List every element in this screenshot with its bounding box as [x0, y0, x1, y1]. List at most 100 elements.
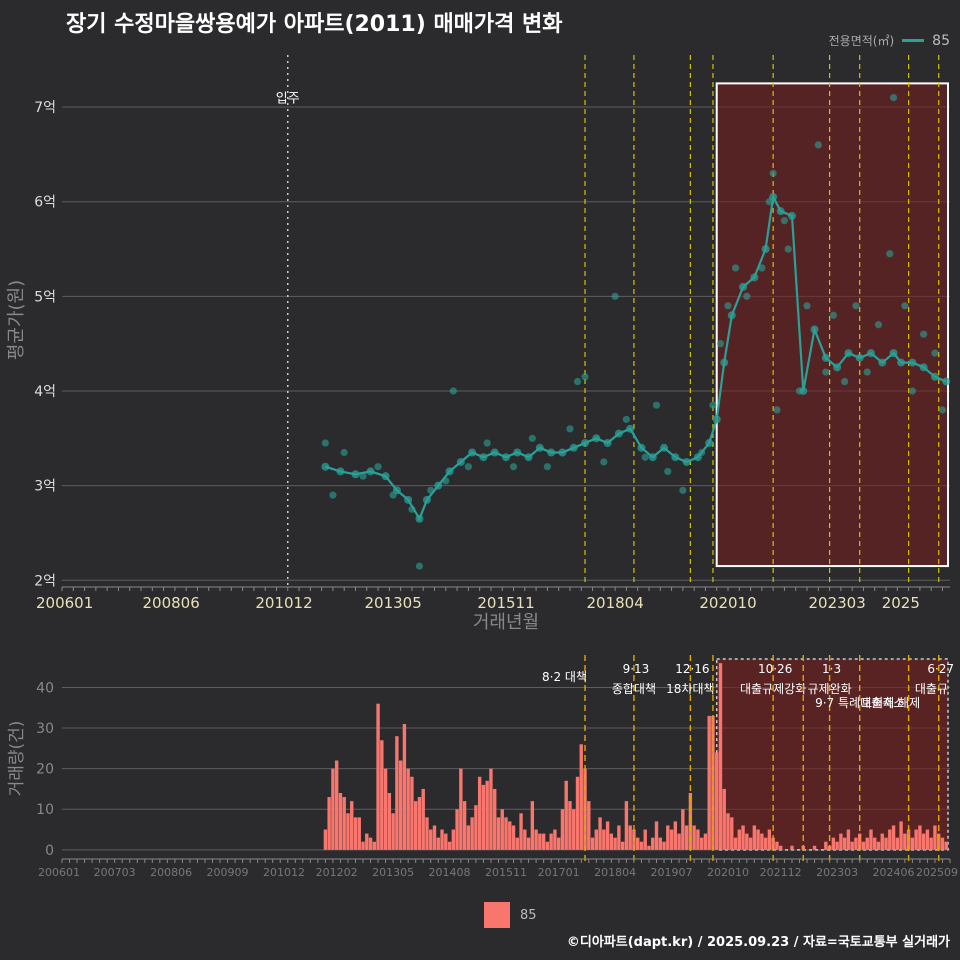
highlight-box — [715, 658, 949, 851]
trade-point — [442, 477, 450, 485]
volume-bar — [681, 809, 685, 850]
volume-bar — [925, 829, 930, 850]
price-point — [660, 443, 669, 452]
volume-bar — [861, 841, 866, 850]
price-point — [810, 325, 819, 334]
trade-point — [464, 463, 472, 471]
volume-bar — [350, 801, 354, 850]
volume-bar — [541, 833, 546, 850]
y-tick-label: 6억 — [34, 195, 56, 211]
trade-point — [698, 448, 706, 457]
x-tick-label: 202509 — [916, 866, 958, 879]
volume-bar — [858, 833, 862, 850]
price-point — [422, 495, 431, 504]
price-point — [712, 415, 721, 424]
volume-bar — [711, 715, 715, 850]
volume-bar — [470, 817, 474, 850]
volume-bar — [835, 841, 839, 850]
price-point — [603, 439, 612, 448]
trade-point — [769, 169, 777, 177]
price-point — [908, 358, 917, 367]
volume-bar — [414, 801, 418, 850]
volume-bar — [636, 837, 640, 850]
volume-bar — [481, 784, 486, 850]
price-point — [524, 453, 533, 462]
volume-bar — [429, 829, 433, 850]
trade-point — [938, 406, 947, 414]
x-axis-label: 거래년월 — [473, 612, 539, 633]
volume-bar — [609, 833, 614, 850]
volume-bar — [323, 829, 328, 850]
price-point — [513, 448, 522, 457]
volume-bar — [538, 833, 542, 850]
trade-point — [889, 93, 898, 102]
trade-point — [600, 458, 608, 466]
volume-bar — [353, 817, 358, 850]
volume-bar — [560, 809, 565, 850]
volume-bar — [613, 837, 617, 850]
volume-bar — [387, 793, 392, 850]
volume-bar — [752, 825, 757, 850]
volume-bar — [778, 845, 783, 850]
x-tick-label: 201012 — [263, 866, 305, 879]
volume-bar — [568, 801, 572, 850]
volume-bar — [903, 833, 907, 850]
y-tick-label: 7억 — [34, 100, 56, 116]
trade-point — [773, 406, 781, 414]
volume-bar — [523, 829, 527, 850]
price-point — [614, 429, 623, 438]
move-in-label: 입주 — [276, 91, 300, 106]
volume-bar — [703, 833, 708, 850]
trade-point — [814, 141, 822, 149]
volume-bar — [673, 821, 678, 850]
volume-bar — [421, 788, 425, 850]
x-tick-label: 201804 — [594, 866, 636, 879]
policy-label: 8·2 대책 — [542, 669, 587, 684]
trade-point — [765, 198, 773, 206]
price-point — [626, 424, 635, 433]
volume-bar — [937, 833, 941, 850]
y-tick-label: 3억 — [34, 479, 56, 495]
trade-point — [886, 250, 894, 258]
chart-title: 장기 수정마을쌍용예가 아파트(2011) 매매가격 변화 — [66, 12, 563, 37]
volume-bar — [365, 833, 369, 850]
x-tick-label: 201907 — [651, 866, 693, 879]
trade-point — [321, 439, 329, 447]
legend-title: 전용면적(㎡) — [828, 34, 895, 48]
y-tick-label: 10 — [36, 802, 54, 818]
volume-bar — [730, 817, 734, 850]
price-point — [682, 457, 691, 466]
price-point — [468, 448, 477, 457]
volume-bar — [587, 801, 591, 850]
highlight-box — [715, 82, 949, 568]
volume-bar — [918, 825, 922, 850]
volume-bar — [474, 805, 478, 850]
volume-bar — [658, 837, 662, 850]
volume-bar — [760, 833, 764, 850]
volume-bar — [929, 837, 933, 850]
volume-bar — [651, 837, 655, 850]
trade-point — [449, 387, 457, 395]
volume-bar — [684, 825, 689, 850]
x-tick-label: 201012 — [255, 594, 312, 612]
volume-bar — [459, 768, 463, 850]
volume-bar — [884, 837, 888, 850]
volume-bar — [477, 776, 482, 850]
volume-bar — [692, 825, 696, 850]
price-point — [833, 363, 842, 372]
x-tick-label: 202010 — [707, 866, 749, 879]
y-tick-label: 5억 — [34, 289, 56, 305]
volume-bar — [455, 809, 459, 850]
volume-bar — [737, 829, 741, 850]
volume-bar — [617, 825, 621, 850]
volume-chart: 8·2 대책 9·13 종합대책 12·16 18차대책 10·26 대출규제강화 1·3 규제… — [7, 655, 958, 879]
trade-point — [795, 387, 804, 395]
price-point — [569, 443, 578, 452]
volume-bar — [756, 829, 760, 850]
volume-bar — [327, 797, 331, 850]
trade-point — [389, 491, 397, 499]
volume-bar — [511, 825, 516, 850]
volume-bar — [733, 837, 738, 850]
volume-bar — [357, 817, 361, 850]
volume-bar — [775, 841, 779, 850]
